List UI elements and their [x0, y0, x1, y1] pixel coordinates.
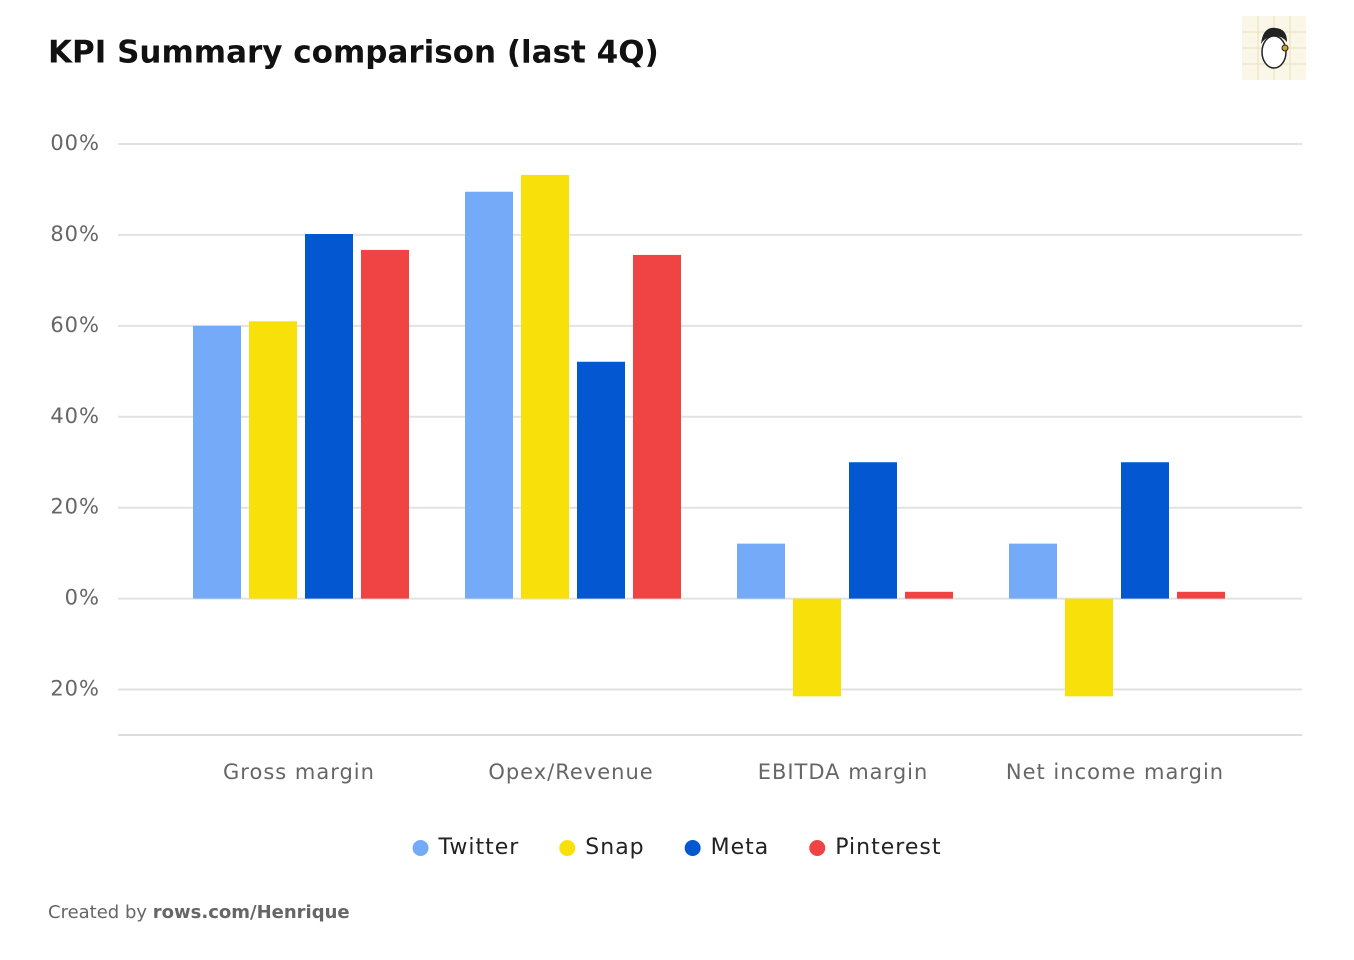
y-tick-label: 0% [65, 586, 100, 610]
x-tick-label: EBITDA margin [758, 760, 929, 784]
bar [305, 234, 353, 599]
footer-prefix: Created by [48, 902, 147, 923]
avatar [1242, 16, 1306, 80]
legend-marker [412, 840, 429, 856]
legend-marker [809, 840, 826, 856]
y-tick-label: 00% [50, 131, 100, 155]
bar [465, 191, 513, 599]
bar [1065, 598, 1113, 697]
legend-label: Meta [711, 835, 770, 860]
bar [633, 254, 681, 599]
bar [577, 361, 625, 599]
y-tick-label: 60% [50, 313, 100, 337]
y-tick-label: 20% [50, 495, 100, 519]
legend-label: Snap [585, 835, 644, 860]
legend-marker [559, 840, 576, 856]
y-tick-label: 40% [50, 404, 100, 428]
bar [249, 321, 297, 599]
bar [737, 543, 785, 599]
bar [521, 174, 569, 599]
bar [193, 325, 241, 599]
y-tick-label: 20% [50, 677, 100, 701]
bar [1009, 543, 1057, 599]
bar [793, 598, 841, 697]
legend-label: Twitter [438, 835, 520, 860]
bar [1177, 591, 1225, 599]
footer-link: rows.com/Henrique [153, 902, 350, 923]
footer: Created by rows.com/Henrique [48, 902, 350, 923]
x-tick-label: Gross margin [223, 760, 375, 784]
bar [361, 249, 409, 599]
bar [1121, 462, 1169, 599]
x-tick-label: Net income margin [1006, 760, 1224, 784]
y-tick-label: 80% [50, 222, 100, 246]
legend-label: Pinterest [835, 835, 941, 860]
x-tick-label: Opex/Revenue [488, 760, 653, 784]
bar [849, 462, 897, 599]
legend-marker [684, 840, 701, 856]
chart-title: KPI Summary comparison (last 4Q) [48, 35, 659, 71]
bar [905, 591, 953, 599]
